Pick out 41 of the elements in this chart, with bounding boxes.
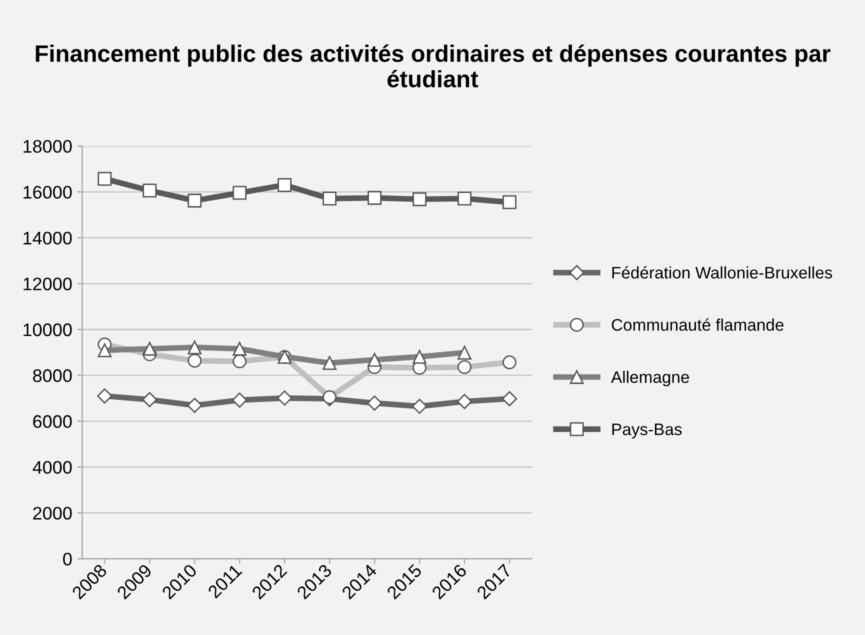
point — [232, 186, 247, 200]
y-tick-label: 8000 — [33, 369, 72, 382]
point — [97, 388, 112, 404]
point — [142, 184, 157, 198]
legend-label: Fédération Wallonie-Bruxelles — [612, 266, 832, 279]
chart-title: Financement public des activités ordinaires et dépenses courantes par étudiant — [36, 44, 830, 88]
point — [142, 392, 158, 408]
y-tick-label: 18000 — [24, 140, 72, 153]
point — [278, 178, 292, 192]
legend-label: Pays-Bas — [612, 424, 682, 438]
point — [368, 190, 382, 205]
point — [187, 398, 202, 413]
y-tick-label: 0 — [63, 552, 72, 566]
point — [232, 342, 247, 356]
point — [188, 340, 202, 354]
y-tick-label: 10000 — [24, 323, 72, 336]
point — [98, 343, 112, 358]
y-tick-label: 2000 — [33, 506, 72, 520]
point — [502, 195, 516, 210]
point — [322, 192, 337, 206]
point — [412, 350, 426, 364]
y-tick-label: 14000 — [24, 232, 72, 244]
point — [188, 194, 202, 208]
point — [412, 192, 426, 206]
point — [142, 342, 157, 356]
legend-label: Communauté flamande — [612, 318, 784, 331]
y-tick-label: 6000 — [33, 415, 72, 428]
point — [412, 398, 428, 414]
point — [456, 394, 472, 410]
y-tick-label: 4000 — [32, 461, 72, 474]
point — [458, 346, 472, 360]
point — [277, 390, 292, 406]
point — [502, 391, 518, 406]
legend-label: Allemagne — [611, 370, 689, 386]
y-tick-label: 16000 — [24, 186, 72, 199]
y-tick-label: 12000 — [24, 278, 72, 290]
point — [98, 172, 112, 186]
point — [458, 192, 472, 206]
point — [322, 356, 337, 370]
point — [232, 392, 248, 408]
point — [366, 396, 382, 411]
